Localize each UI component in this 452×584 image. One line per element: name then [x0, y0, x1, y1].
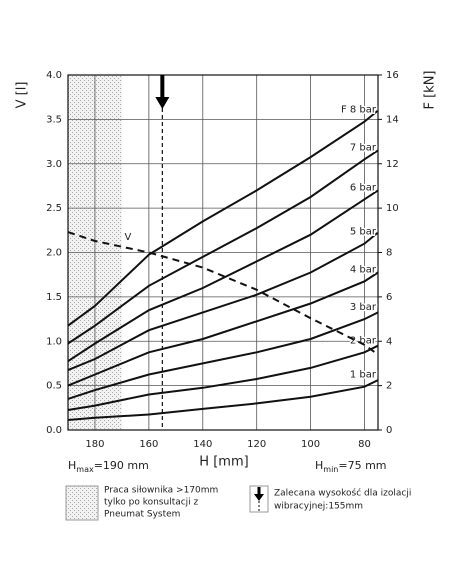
- series-line: [67, 379, 379, 421]
- x-tick-label: 100: [301, 439, 320, 450]
- legend-text: Pneumat System: [104, 510, 180, 520]
- x-axis-title: H [mm]: [199, 455, 248, 470]
- legend-arrow-swatch: [249, 485, 269, 513]
- h-max-label: Hmax=190 mm: [68, 459, 149, 474]
- y-tick-label: 2.5: [46, 203, 62, 214]
- legend-text: Zalecana wysokość dla izolacji: [274, 488, 411, 499]
- y-tick-label: 1.0: [46, 336, 62, 347]
- series-label: F 8 bar: [341, 105, 377, 116]
- recommended-arrow-head: [155, 97, 170, 109]
- h-min-label: Hmin=75 mm: [315, 459, 387, 474]
- y2-tick-label: 0: [386, 425, 392, 436]
- series-line: [67, 231, 379, 372]
- legend-hatch-swatch: [65, 485, 99, 521]
- y2-axis-title: F [kN]: [423, 70, 438, 109]
- legend-text: Praca siłownika >170mm: [104, 486, 218, 496]
- y2-tick-label: 10: [386, 203, 399, 214]
- y2-tick-label: 12: [386, 159, 399, 170]
- series-label: 5 bar: [350, 227, 377, 238]
- series-label: V: [125, 232, 132, 243]
- plot-frame: [67, 74, 379, 431]
- x-tick-label: 160: [139, 439, 158, 450]
- x-tick-label: 120: [247, 439, 266, 450]
- series-line: [67, 271, 379, 387]
- y-tick-label: 2.0: [46, 248, 62, 259]
- series-line: [67, 189, 379, 363]
- y2-tick-label: 14: [386, 114, 399, 125]
- y2-tick-label: 6: [386, 292, 392, 303]
- legend-text: tylko po konsultacji z: [104, 498, 199, 508]
- y-axis-title: V [l]: [15, 82, 30, 109]
- series-label: 2 bar: [350, 335, 377, 346]
- series-label: 3 bar: [350, 302, 377, 313]
- y-tick-label: 1.5: [46, 292, 62, 303]
- series-label: 6 bar: [350, 182, 377, 193]
- series-line: [67, 311, 379, 400]
- y2-tick-label: 8: [386, 248, 392, 259]
- series-line: [67, 344, 379, 411]
- x-tick-label: 80: [358, 439, 371, 450]
- series-line: [67, 231, 379, 356]
- y-tick-label: 3.0: [46, 159, 62, 170]
- series-line: [67, 149, 379, 345]
- y2-tick-label: 2: [386, 381, 392, 392]
- y2-tick-label: 16: [386, 70, 399, 81]
- y-tick-label: 3.5: [46, 114, 62, 125]
- x-tick-label: 180: [85, 439, 104, 450]
- x-tick-label: 140: [193, 439, 212, 450]
- y-tick-label: 4.0: [46, 70, 62, 81]
- y-tick-label: 0.5: [46, 381, 62, 392]
- series-label: 4 bar: [350, 264, 377, 275]
- y2-tick-label: 4: [386, 336, 392, 347]
- legend-text: wibracyjnej:155mm: [274, 502, 363, 512]
- series-label: 1 bar: [350, 370, 377, 381]
- series-label: 7 bar: [350, 142, 377, 153]
- series-line: [67, 109, 379, 327]
- y-tick-label: 0.0: [46, 425, 62, 436]
